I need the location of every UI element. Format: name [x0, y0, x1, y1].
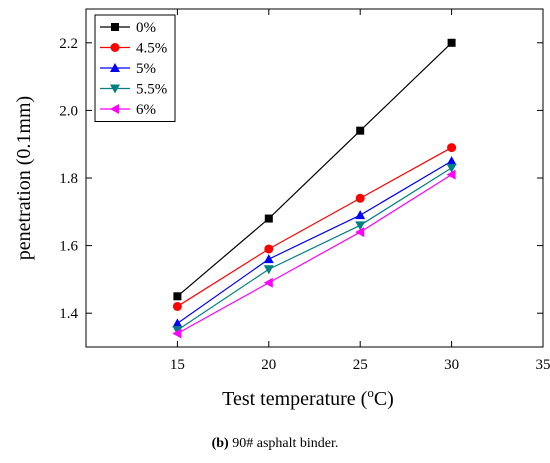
data-point [172, 301, 182, 311]
series-line-1 [177, 147, 452, 307]
data-point [172, 326, 183, 336]
data-point [446, 169, 456, 180]
data-point [172, 328, 182, 339]
data-point [264, 214, 273, 223]
data-point [355, 210, 366, 220]
legend-label: 5% [136, 61, 156, 77]
data-point [355, 193, 365, 203]
series-line-2 [177, 160, 452, 324]
x-axis-label: Test temperature (oC) [222, 385, 394, 410]
y-tick-label: 1.6 [59, 239, 78, 255]
legend-label: 6% [136, 102, 156, 118]
legend-label: 4.5% [136, 41, 167, 57]
caption-text: 90# asphalt binder. [228, 436, 339, 451]
data-point [172, 318, 183, 328]
y-tick-label: 2.2 [59, 36, 78, 52]
y-axis-label: penetration (0.1mm) [13, 96, 35, 260]
legend-label: 5.5% [136, 82, 167, 98]
x-tick-label: 25 [353, 357, 368, 373]
data-point [263, 277, 273, 288]
data-point [173, 292, 182, 301]
y-tick-label: 2.0 [59, 103, 78, 119]
data-point [446, 156, 457, 166]
y-tick-label: 1.8 [59, 171, 78, 187]
x-tick-label: 35 [536, 357, 550, 373]
caption-label: (b) [211, 436, 229, 451]
series-line-3 [177, 167, 452, 331]
legend-marker [110, 63, 120, 72]
data-point [447, 143, 457, 153]
data-point [355, 221, 366, 231]
data-point [264, 244, 274, 254]
legend-marker [111, 23, 119, 31]
legend-marker [110, 43, 120, 52]
legend-label: 0% [136, 20, 156, 36]
legend: 0% 4.5% 5% 5.5% 6% [94, 14, 176, 122]
legend-marker [110, 104, 119, 114]
series-line-4 [177, 174, 452, 335]
legend-box [94, 14, 176, 122]
legend-marker [110, 84, 120, 94]
data-point [447, 38, 456, 47]
series-line-0 [177, 42, 453, 297]
y-tick-label: 1.4 [59, 306, 78, 322]
x-tick-label: 15 [170, 357, 185, 373]
data-point [356, 126, 365, 135]
data-point [263, 265, 274, 275]
data-point [355, 227, 365, 238]
x-tick-label: 20 [261, 357, 276, 373]
data-point [446, 163, 457, 173]
x-tick-label: 30 [444, 357, 459, 373]
data-point [263, 254, 274, 264]
figure-caption: (b) 90# asphalt binder. [0, 436, 550, 452]
